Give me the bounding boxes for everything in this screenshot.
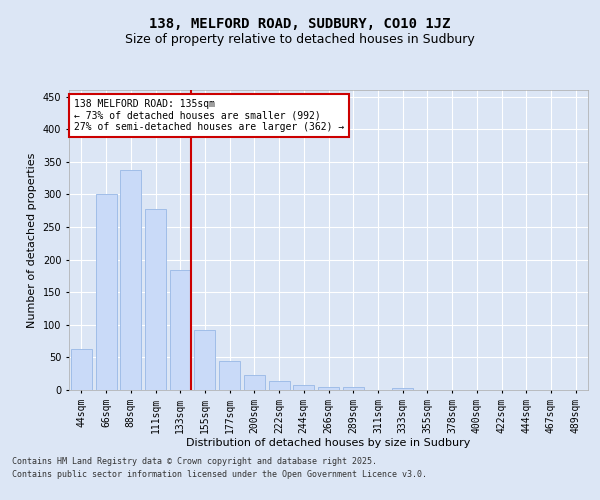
Bar <box>318 386 339 390</box>
Bar <box>120 170 141 390</box>
Text: Size of property relative to detached houses in Sudbury: Size of property relative to detached ho… <box>125 32 475 46</box>
Bar <box>194 330 215 390</box>
Text: Contains HM Land Registry data © Crown copyright and database right 2025.: Contains HM Land Registry data © Crown c… <box>12 458 377 466</box>
Y-axis label: Number of detached properties: Number of detached properties <box>27 152 37 328</box>
Bar <box>145 210 166 390</box>
Text: Contains public sector information licensed under the Open Government Licence v3: Contains public sector information licen… <box>12 470 427 479</box>
Text: 138 MELFORD ROAD: 135sqm
← 73% of detached houses are smaller (992)
27% of semi-: 138 MELFORD ROAD: 135sqm ← 73% of detach… <box>74 99 344 132</box>
Bar <box>170 270 191 390</box>
Text: 138, MELFORD ROAD, SUDBURY, CO10 1JZ: 138, MELFORD ROAD, SUDBURY, CO10 1JZ <box>149 18 451 32</box>
Bar <box>293 386 314 390</box>
Bar <box>244 375 265 390</box>
Bar <box>343 386 364 390</box>
Bar <box>71 349 92 390</box>
Bar <box>219 360 240 390</box>
X-axis label: Distribution of detached houses by size in Sudbury: Distribution of detached houses by size … <box>187 438 470 448</box>
Bar <box>392 388 413 390</box>
Bar <box>269 381 290 390</box>
Bar <box>95 194 116 390</box>
